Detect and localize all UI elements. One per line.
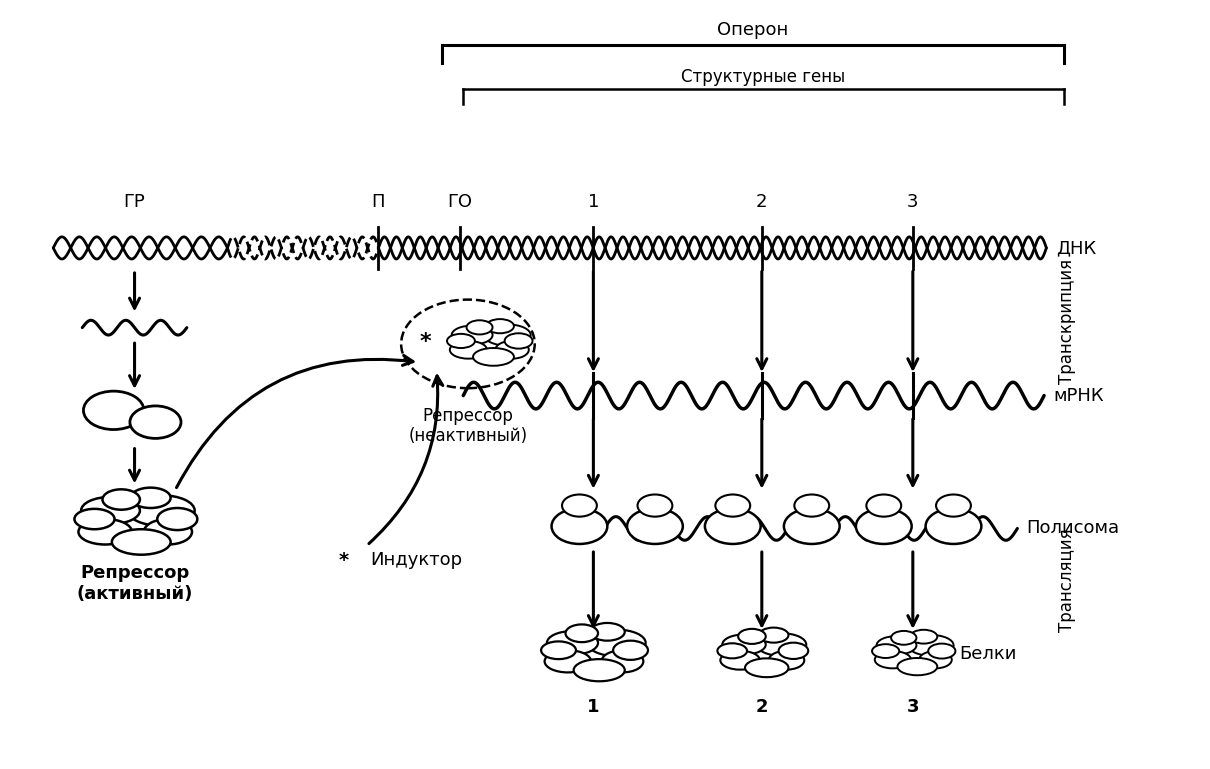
Circle shape	[129, 406, 182, 438]
Text: Транскрипция: Транскрипция	[1058, 259, 1076, 384]
Ellipse shape	[718, 644, 747, 658]
Ellipse shape	[759, 628, 789, 643]
Circle shape	[705, 508, 761, 544]
Text: Оперон: Оперон	[718, 21, 789, 39]
Ellipse shape	[875, 651, 911, 668]
Ellipse shape	[505, 333, 532, 348]
Ellipse shape	[898, 658, 938, 675]
Text: Полисома: Полисома	[1026, 519, 1119, 538]
Ellipse shape	[886, 641, 940, 667]
Ellipse shape	[757, 633, 806, 656]
Ellipse shape	[79, 519, 132, 544]
Ellipse shape	[473, 348, 514, 366]
Text: *: *	[419, 332, 431, 352]
Circle shape	[83, 391, 144, 430]
Ellipse shape	[745, 658, 789, 677]
Text: Структурные гены: Структурные гены	[681, 68, 846, 86]
Ellipse shape	[565, 624, 598, 642]
Ellipse shape	[131, 488, 171, 508]
Ellipse shape	[111, 529, 171, 554]
Circle shape	[552, 508, 607, 544]
Circle shape	[715, 494, 750, 517]
Ellipse shape	[128, 495, 195, 526]
Ellipse shape	[75, 509, 115, 529]
Ellipse shape	[778, 643, 808, 659]
Ellipse shape	[541, 641, 576, 659]
Ellipse shape	[920, 651, 952, 668]
Text: 3: 3	[906, 698, 920, 716]
Ellipse shape	[768, 651, 805, 670]
Ellipse shape	[103, 489, 140, 510]
Text: Индуктор: Индуктор	[370, 551, 462, 569]
Text: ДНК: ДНК	[1055, 239, 1096, 257]
Ellipse shape	[144, 519, 192, 544]
Circle shape	[638, 494, 673, 517]
Text: П: П	[371, 193, 385, 211]
Ellipse shape	[467, 320, 492, 335]
Text: мРНК: мРНК	[1054, 387, 1104, 404]
Ellipse shape	[876, 636, 916, 654]
Ellipse shape	[891, 631, 916, 644]
Ellipse shape	[590, 623, 624, 641]
Text: 3: 3	[908, 193, 918, 211]
Ellipse shape	[451, 325, 492, 345]
Ellipse shape	[574, 659, 624, 681]
Ellipse shape	[720, 651, 760, 670]
Circle shape	[794, 494, 829, 517]
Ellipse shape	[446, 334, 474, 348]
Circle shape	[627, 508, 682, 544]
Circle shape	[937, 494, 970, 517]
Ellipse shape	[601, 651, 644, 672]
Text: Репрессор
(активный): Репрессор (активный)	[76, 564, 192, 603]
Text: *: *	[339, 551, 348, 570]
Text: Белки: Белки	[960, 645, 1016, 663]
Ellipse shape	[910, 630, 938, 644]
Ellipse shape	[732, 640, 791, 667]
Text: 1: 1	[588, 193, 599, 211]
Ellipse shape	[450, 341, 486, 358]
Ellipse shape	[484, 325, 531, 346]
Ellipse shape	[928, 644, 956, 658]
Ellipse shape	[486, 319, 514, 333]
Ellipse shape	[722, 634, 766, 654]
Ellipse shape	[461, 331, 517, 357]
Ellipse shape	[613, 641, 649, 660]
Ellipse shape	[738, 629, 766, 644]
Circle shape	[866, 494, 901, 517]
Circle shape	[855, 508, 911, 544]
Ellipse shape	[495, 341, 529, 358]
Ellipse shape	[81, 497, 140, 524]
Ellipse shape	[559, 638, 628, 671]
Ellipse shape	[157, 508, 197, 530]
Text: Трансляция: Трансляция	[1058, 528, 1076, 632]
Ellipse shape	[94, 504, 174, 542]
Ellipse shape	[909, 635, 953, 656]
Text: Репрессор
(неактивный): Репрессор (неактивный)	[408, 407, 528, 445]
Ellipse shape	[544, 651, 590, 672]
Ellipse shape	[872, 644, 899, 658]
Text: 2: 2	[755, 698, 768, 716]
Circle shape	[784, 508, 840, 544]
Text: 1: 1	[587, 698, 600, 716]
Ellipse shape	[547, 631, 598, 654]
Text: ГР: ГР	[123, 193, 145, 211]
Circle shape	[926, 508, 981, 544]
Text: 2: 2	[756, 193, 767, 211]
Ellipse shape	[588, 630, 646, 656]
Text: ГО: ГО	[448, 193, 472, 211]
Circle shape	[561, 494, 597, 517]
